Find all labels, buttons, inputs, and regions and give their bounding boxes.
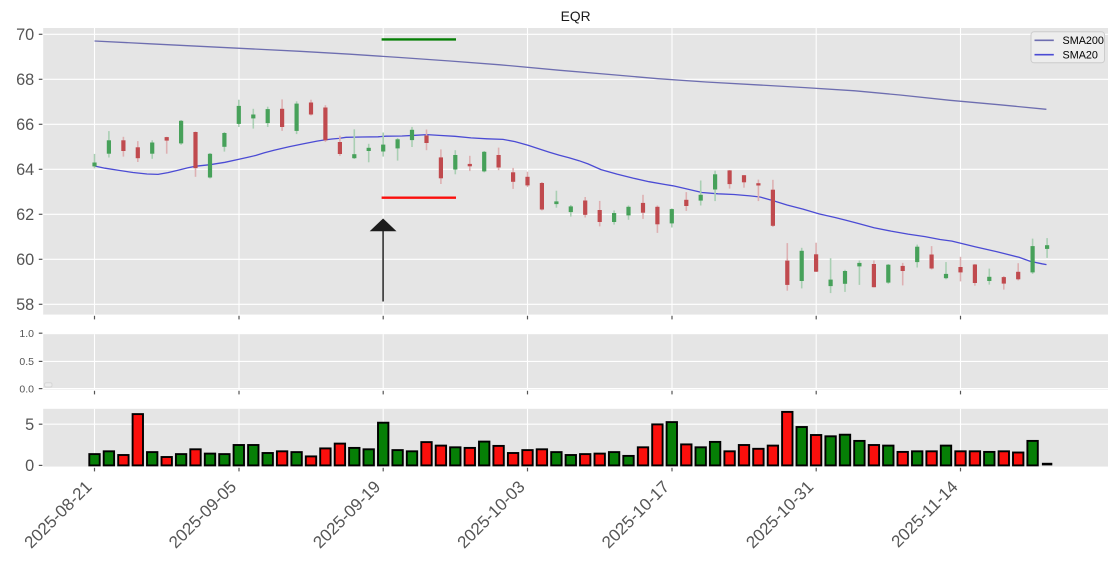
svg-text:0.5: 0.5 xyxy=(19,356,34,368)
svg-text:5: 5 xyxy=(25,416,34,434)
svg-text:70: 70 xyxy=(16,26,34,44)
svg-text:66: 66 xyxy=(16,116,34,134)
svg-text:60: 60 xyxy=(16,251,34,269)
svg-text:SMA20: SMA20 xyxy=(1063,49,1098,61)
svg-text:0: 0 xyxy=(25,457,34,475)
svg-text:SMA200: SMA200 xyxy=(1063,35,1104,47)
svg-text:58: 58 xyxy=(16,296,34,314)
svg-text:EQR: EQR xyxy=(561,9,591,24)
svg-text:0.0: 0.0 xyxy=(19,383,34,395)
svg-text:68: 68 xyxy=(16,71,34,89)
svg-text:1.0: 1.0 xyxy=(19,328,34,340)
svg-text:62: 62 xyxy=(16,206,34,224)
svg-text:64: 64 xyxy=(16,161,34,179)
